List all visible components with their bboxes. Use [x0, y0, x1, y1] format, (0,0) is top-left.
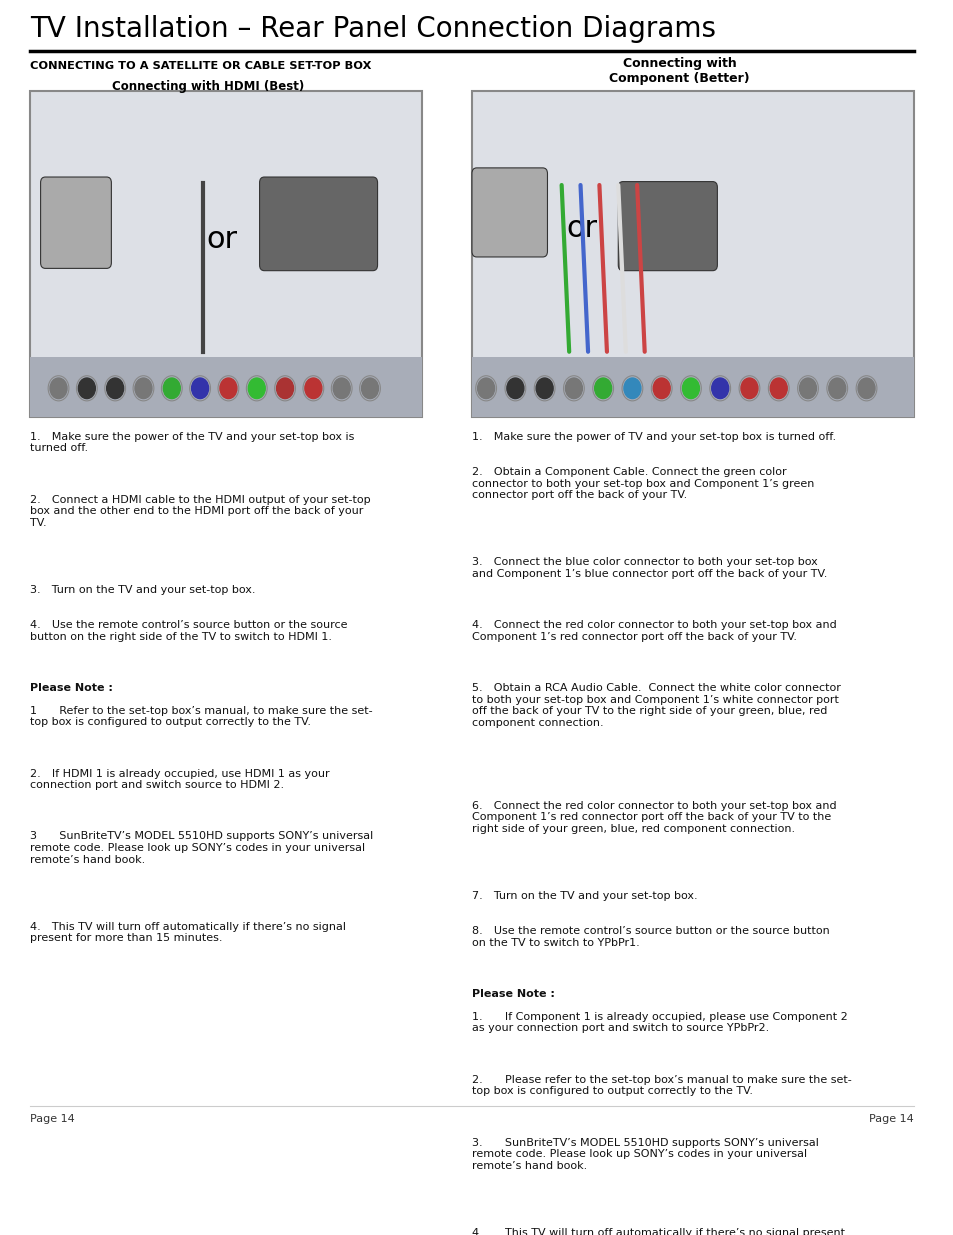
FancyBboxPatch shape [618, 182, 717, 270]
Text: CONNECTING TO A SATELLITE OR CABLE SET-TOP BOX: CONNECTING TO A SATELLITE OR CABLE SET-T… [30, 61, 371, 70]
FancyBboxPatch shape [30, 91, 421, 417]
Text: Page 14: Page 14 [30, 1114, 75, 1124]
Circle shape [220, 378, 236, 399]
Circle shape [163, 378, 180, 399]
Circle shape [653, 378, 670, 399]
Circle shape [192, 378, 209, 399]
FancyBboxPatch shape [472, 168, 547, 257]
FancyBboxPatch shape [472, 357, 913, 417]
Circle shape [361, 378, 378, 399]
Text: 2.  Please refer to the set-top box’s manual to make sure the set-
top box is co: 2. Please refer to the set-top box’s man… [472, 1074, 851, 1097]
Circle shape [305, 378, 321, 399]
Circle shape [799, 378, 816, 399]
Text: Connecting with HDMI (Best): Connecting with HDMI (Best) [112, 80, 303, 93]
Text: Please Note :: Please Note : [30, 683, 113, 693]
Circle shape [134, 378, 152, 399]
Text: 1. Make sure the power of TV and your set-top box is turned off.: 1. Make sure the power of TV and your se… [472, 432, 835, 442]
Text: Please Note :: Please Note : [472, 989, 555, 999]
Text: 3. Connect the blue color connector to both your set-top box
and Component 1’s b: 3. Connect the blue color connector to b… [472, 557, 826, 579]
Circle shape [740, 378, 758, 399]
Text: 8. Use the remote control’s source button or the source button
on the TV to swit: 8. Use the remote control’s source butto… [472, 926, 829, 947]
Circle shape [857, 378, 874, 399]
Text: 4. Connect the red color connector to both your set-top box and
Component 1’s re: 4. Connect the red color connector to bo… [472, 620, 836, 642]
Circle shape [681, 378, 699, 399]
FancyBboxPatch shape [41, 177, 112, 268]
Circle shape [248, 378, 265, 399]
Text: 1. Make sure the power of the TV and your set-top box is
turned off.: 1. Make sure the power of the TV and you… [30, 432, 355, 453]
FancyBboxPatch shape [472, 91, 913, 417]
Text: TV Installation – Rear Panel Connection Diagrams: TV Installation – Rear Panel Connection … [30, 15, 716, 43]
Text: Page 14: Page 14 [868, 1114, 913, 1124]
Circle shape [78, 378, 95, 399]
Circle shape [477, 378, 494, 399]
Text: 3. Turn on the TV and your set-top box.: 3. Turn on the TV and your set-top box. [30, 584, 255, 595]
Text: 1.  If Component 1 is already occupied, please use Component 2
as your connectio: 1. If Component 1 is already occupied, p… [472, 1011, 847, 1034]
Text: or: or [565, 214, 597, 243]
Text: 3.  SunBriteTV’s MODEL 5510HD supports SONY’s universal
remote code. Please look: 3. SunBriteTV’s MODEL 5510HD supports SO… [472, 1137, 818, 1171]
Circle shape [506, 378, 523, 399]
Circle shape [107, 378, 124, 399]
Text: or: or [206, 225, 237, 254]
Circle shape [769, 378, 786, 399]
Circle shape [711, 378, 728, 399]
Circle shape [623, 378, 640, 399]
Text: 4. This TV will turn off automatically if there’s no signal
present for more tha: 4. This TV will turn off automatically i… [30, 921, 346, 944]
FancyBboxPatch shape [30, 357, 421, 417]
Text: 6. Connect the red color connector to both your set-top box and
Component 1’s re: 6. Connect the red color connector to bo… [472, 800, 836, 834]
Circle shape [50, 378, 67, 399]
Text: 3  SunBriteTV’s MODEL 5510HD supports SONY’s universal
remote code. Please look : 3 SunBriteTV’s MODEL 5510HD supports SON… [30, 831, 373, 864]
Text: Connecting with
Component (Better): Connecting with Component (Better) [609, 57, 749, 85]
Text: 2. If HDMI 1 is already occupied, use HDMI 1 as your
connection port and switch : 2. If HDMI 1 is already occupied, use HD… [30, 768, 330, 790]
Text: 2. Connect a HDMI cable to the HDMI output of your set-top
box and the other end: 2. Connect a HDMI cable to the HDMI outp… [30, 494, 371, 527]
Circle shape [828, 378, 845, 399]
Text: 7. Turn on the TV and your set-top box.: 7. Turn on the TV and your set-top box. [472, 890, 697, 900]
FancyBboxPatch shape [259, 177, 377, 270]
Text: 2. Obtain a Component Cable. Connect the green color
connector to both your set-: 2. Obtain a Component Cable. Connect the… [472, 467, 814, 500]
Text: 4.  This TV will turn off automatically if there’s no signal present
for more th: 4. This TV will turn off automatically i… [472, 1228, 844, 1235]
Circle shape [536, 378, 553, 399]
Circle shape [594, 378, 611, 399]
Text: 5. Obtain a RCA Audio Cable.  Connect the white color connector
to both your set: 5. Obtain a RCA Audio Cable. Connect the… [472, 683, 840, 727]
Circle shape [333, 378, 350, 399]
Text: 4. Use the remote control’s source button or the source
button on the right side: 4. Use the remote control’s source butto… [30, 620, 347, 642]
Circle shape [565, 378, 581, 399]
Circle shape [276, 378, 294, 399]
Text: 1  Refer to the set-top box’s manual, to make sure the set-
top box is configure: 1 Refer to the set-top box’s manual, to … [30, 706, 373, 727]
